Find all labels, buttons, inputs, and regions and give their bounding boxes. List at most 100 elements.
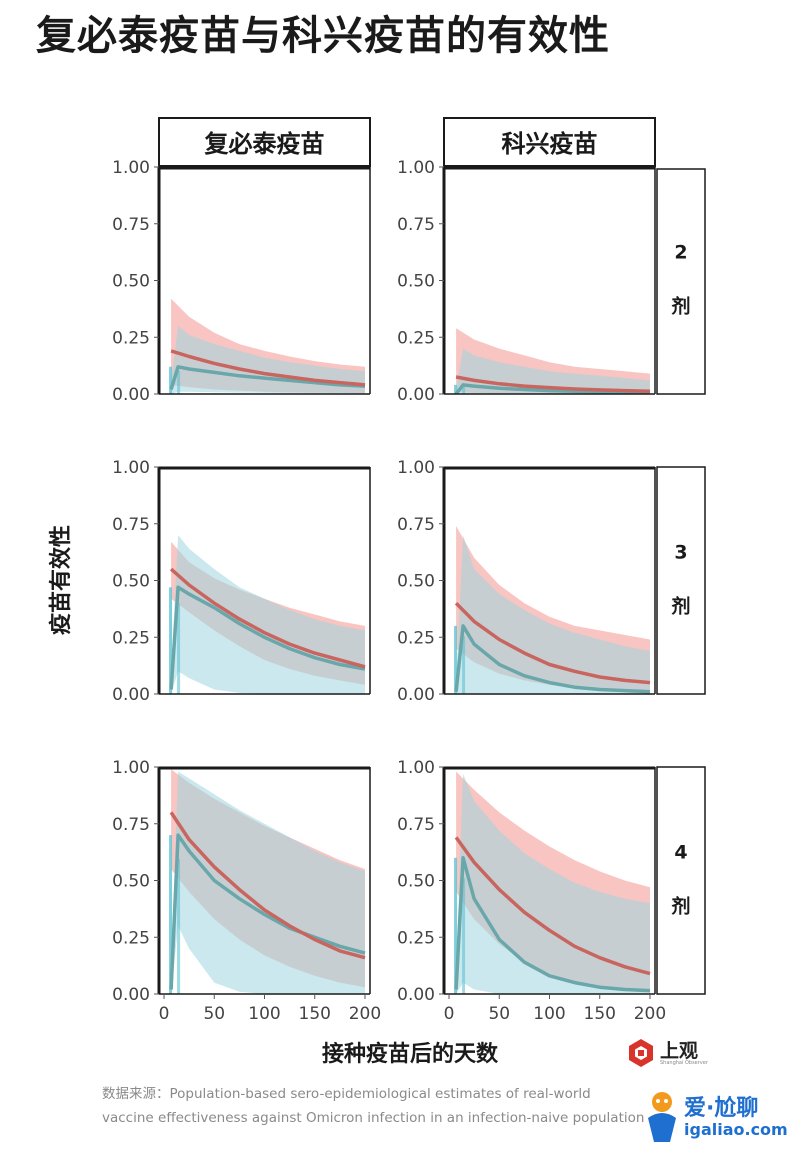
series-line-red — [170, 349, 366, 387]
source-line-2: vaccine effectiveness against Omicron in… — [102, 1110, 645, 1126]
row-strip-unit: 剂 — [671, 895, 690, 918]
row-strip-box — [656, 766, 706, 995]
y-tick-label: 1.00 — [397, 158, 435, 178]
y-tick-label: 0.50 — [112, 272, 150, 292]
y-tick-label: 0.25 — [112, 328, 150, 348]
y-tick-label: 0.50 — [397, 272, 435, 292]
y-tick-label: 0.25 — [397, 628, 435, 648]
series-line-teal — [169, 585, 366, 690]
y-tick-label: 0.00 — [397, 685, 435, 705]
shangguan-logo: 上观 Shanghai Observer — [624, 1034, 734, 1074]
x-tick-label: 100 — [248, 1004, 280, 1024]
watermark-mascot-icon — [648, 1092, 676, 1142]
logo-name: 上观 — [660, 1040, 699, 1062]
shangguan-logo-icon — [629, 1039, 653, 1067]
y-tick-label: 1.00 — [112, 158, 150, 178]
series-line-red — [454, 601, 651, 685]
watermark-name: 爱·尬聊 — [684, 1096, 759, 1121]
cyan-marker-bar — [169, 835, 173, 994]
panel-plot-area — [169, 769, 366, 994]
confidence-band-teal — [456, 773, 650, 994]
series-line-red — [169, 567, 366, 669]
y-tick-label: 1.00 — [397, 458, 435, 478]
panel-0-0: 0.00 0.25 0.50 0.75 1.00 — [112, 158, 371, 405]
series-line-teal — [454, 624, 651, 694]
y-tick-label: 0.50 — [397, 572, 435, 592]
x-tick-label: 0 — [159, 1004, 170, 1024]
confidence-band-teal — [456, 535, 650, 694]
y-tick-label: 0.25 — [397, 928, 435, 948]
panel-plot-area — [454, 526, 651, 694]
x-tick-label: 200 — [349, 1004, 381, 1024]
column-strip-label: 复必泰疫苗 — [204, 130, 325, 158]
cyan-marker-bar — [462, 386, 466, 394]
source-note: 数据来源：Population-based sero-epidemiologic… — [102, 1082, 692, 1130]
series-line-teal — [454, 856, 651, 993]
row-strip-unit: 剂 — [671, 595, 690, 618]
source-label: 数据来源： — [102, 1086, 170, 1102]
cyan-marker-bar — [454, 384, 458, 394]
watermark: 爱·尬聊 igaliao.com — [640, 1088, 800, 1152]
panel-plot-area — [454, 328, 651, 394]
y-tick-label: 0.25 — [112, 628, 150, 648]
y-tick-label: 0.75 — [397, 815, 435, 835]
series-line-red — [455, 375, 651, 394]
panel-0-1: 0.00 0.25 0.50 0.75 1.00 — [112, 458, 371, 705]
y-tick-label: 0.25 — [397, 328, 435, 348]
column-strip-label: 科兴疫苗 — [502, 130, 598, 158]
panel-1-2: 0.00 0.25 0.50 0.75 1.00 0 50 100 150 200 — [397, 758, 666, 1024]
page-title: 复必泰疫苗与科兴疫苗的有效性 — [36, 13, 610, 59]
panel-0-2: 0.00 0.25 0.50 0.75 1.00 0 50 100 150 200 — [112, 758, 381, 1024]
y-tick-label: 0.00 — [112, 385, 150, 405]
y-tick-label: 0.00 — [397, 985, 435, 1005]
column-strip-box — [443, 117, 656, 167]
y-tick-label: 0.50 — [112, 572, 150, 592]
x-tick-label: 50 — [488, 1004, 510, 1024]
cyan-marker-bar — [169, 587, 173, 694]
cyan-marker-bar — [177, 858, 181, 994]
y-tick-label: 1.00 — [112, 758, 150, 778]
y-tick-label: 0.75 — [112, 515, 150, 535]
panel-1-1: 0.00 0.25 0.50 0.75 1.00 — [397, 458, 656, 705]
cyan-marker-bar — [462, 636, 466, 694]
cyan-marker-bar — [169, 366, 173, 394]
series-line-teal — [169, 833, 366, 990]
watermark-url: igaliao.com — [684, 1120, 788, 1139]
y-tick-label: 1.00 — [112, 458, 150, 478]
cyan-marker-bar — [177, 370, 181, 394]
cyan-marker-bar — [454, 625, 458, 694]
source-text-1: Population-based sero-epidemiological es… — [169, 1086, 591, 1102]
y-axis-title: 疫苗有效性 — [48, 525, 74, 635]
series-line-red — [169, 811, 366, 960]
confidence-band-teal — [171, 325, 365, 394]
y-tick-label: 0.75 — [112, 215, 150, 235]
panel-1-0: 0.00 0.25 0.50 0.75 1.00 — [397, 158, 656, 405]
x-tick-label: 100 — [533, 1004, 565, 1024]
cyan-marker-bar — [454, 857, 458, 994]
x-axis-title: 接种疫苗后的天数 — [322, 1041, 499, 1067]
series-line-teal — [169, 365, 366, 391]
panel-plot-area — [169, 535, 366, 694]
x-tick-label: 200 — [634, 1004, 666, 1024]
y-tick-label: 1.00 — [397, 758, 435, 778]
y-tick-label: 0.00 — [112, 985, 150, 1005]
y-tick-label: 0.25 — [112, 928, 150, 948]
x-tick-label: 0 — [444, 1004, 455, 1024]
y-tick-label: 0.50 — [397, 872, 435, 892]
panel-plot-area — [169, 298, 366, 394]
y-tick-label: 0.00 — [397, 385, 435, 405]
column-strip-box — [158, 117, 371, 167]
cyan-marker-bar — [462, 878, 466, 994]
row-strip-number: 4 — [674, 842, 687, 864]
row-strip-box — [656, 168, 706, 395]
row-strip-unit: 剂 — [671, 295, 690, 318]
logo-subtitle: Shanghai Observer — [660, 1060, 708, 1066]
y-tick-label: 0.75 — [397, 515, 435, 535]
y-tick-label: 0.00 — [112, 685, 150, 705]
y-tick-label: 0.75 — [112, 815, 150, 835]
row-strip-number: 3 — [674, 542, 687, 564]
panel-plot-area — [454, 771, 651, 994]
y-tick-label: 0.75 — [397, 215, 435, 235]
row-strip-box — [656, 466, 706, 695]
